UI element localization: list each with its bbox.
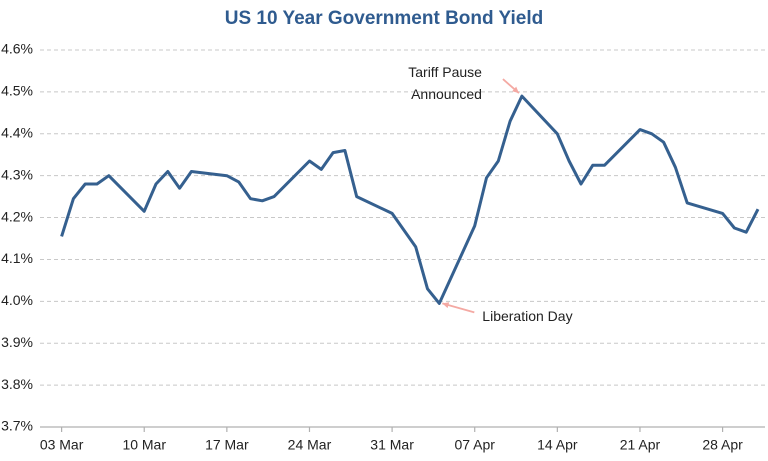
y-tick-label: 4.6% (1, 41, 33, 57)
annotation-text: Announced (411, 86, 482, 102)
data-line (60, 94, 760, 305)
annotation-text: Liberation Day (482, 308, 572, 324)
y-tick-label: 4.5% (1, 83, 33, 99)
annotation-arrowhead (442, 302, 450, 309)
annotation-text: Tariff Pause (408, 64, 482, 80)
x-tick-label: 28 Apr (702, 437, 743, 453)
y-tick-label: 3.7% (1, 418, 33, 434)
x-tick-label: 10 Mar (122, 437, 166, 453)
annotation-arrowhead (512, 86, 519, 94)
y-tick-label: 4.1% (1, 250, 33, 266)
chart-title: US 10 Year Government Bond Yield (225, 8, 544, 29)
x-tick-label: 17 Mar (205, 437, 249, 453)
x-tick-label: 21 Apr (620, 437, 661, 453)
y-tick-label: 3.9% (1, 334, 33, 350)
x-tick-label: 24 Mar (288, 437, 332, 453)
y-tick-label: 3.8% (1, 376, 33, 392)
y-tick-label: 4.0% (1, 292, 33, 308)
x-tick-label: 31 Mar (370, 437, 414, 453)
x-tick-label: 14 Apr (537, 437, 578, 453)
y-tick-label: 4.3% (1, 166, 33, 182)
y-tick-label: 4.4% (1, 124, 33, 140)
x-tick-label: 03 Mar (40, 437, 84, 453)
x-tick-label: 07 Apr (454, 437, 495, 453)
y-tick-label: 4.2% (1, 208, 33, 224)
